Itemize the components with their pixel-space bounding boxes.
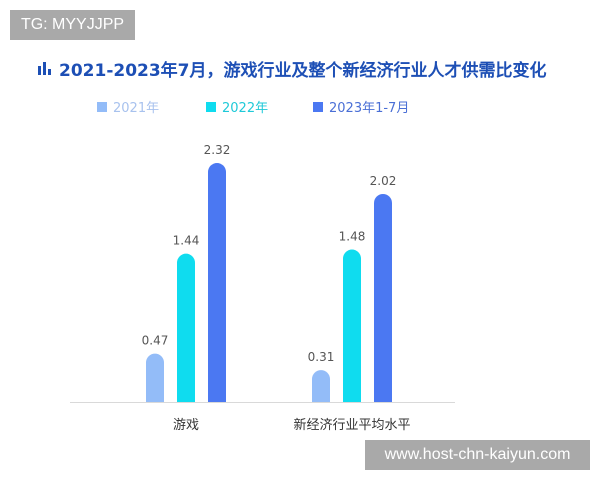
x-tick-label: 游戏 [173, 418, 199, 433]
data-label: 0.31 [308, 350, 335, 364]
bar [343, 249, 361, 402]
chart-title-text: 2021-2023年7月，游戏行业及整个新经济行业人才供需比变化 [59, 61, 547, 81]
legend-item-2023: 2023年1-7月 [313, 97, 409, 116]
data-label: 0.47 [142, 334, 169, 348]
data-label: 1.44 [173, 234, 200, 248]
bar [146, 353, 164, 402]
legend-swatch [313, 101, 323, 112]
legend-label: 2021年 [113, 101, 160, 116]
bar [374, 193, 392, 402]
data-label: 2.32 [204, 143, 231, 157]
legend-label: 2023年1-7月 [329, 101, 410, 116]
legend-label: 2022年 [222, 101, 269, 116]
legend-swatch [206, 101, 216, 112]
chart-title: 2021-2023年7月，游戏行业及整个新经济行业人才供需比变化 [38, 56, 547, 81]
legend-item-2022: 2022年 [206, 97, 268, 116]
watermark-top-left: TG: MYYJJPP [10, 10, 135, 40]
data-label: 2.02 [370, 174, 397, 188]
legend-swatch [97, 101, 107, 112]
data-label: 1.48 [339, 230, 366, 244]
bar-chart-icon [38, 62, 51, 75]
x-tick-label: 新经济行业平均水平 [293, 417, 410, 433]
bar [177, 253, 195, 402]
legend-item-2021: 2021年 [97, 97, 159, 116]
bar [208, 163, 226, 402]
watermark-bottom-right: www.host-chn-kaiyun.com [365, 440, 590, 470]
bar [312, 370, 330, 402]
